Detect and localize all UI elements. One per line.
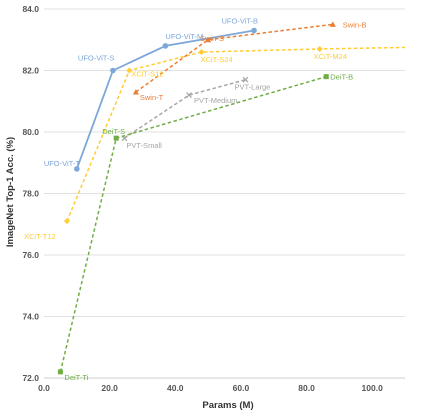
point-ufo-vit-b bbox=[251, 27, 257, 34]
x-tick-label-100-0: 100.0 bbox=[362, 383, 384, 393]
series-line-xcit bbox=[66, 46, 406, 222]
series-line-ufo-vit bbox=[75, 29, 255, 170]
y-tick-label-78-0: 78.0 bbox=[22, 189, 39, 199]
y-tick-label-80-0: 80.0 bbox=[22, 127, 39, 137]
point-label-swin-b: Swin-B bbox=[343, 20, 367, 29]
y-axis-title: ImageNet Top-1 Acc. (%) bbox=[5, 137, 16, 247]
point-ufo-vit-t bbox=[74, 166, 80, 172]
point-label-xcit-s24: XCiT-S24 bbox=[201, 55, 233, 64]
series-layer bbox=[57, 21, 406, 375]
point-label-deit-b: DeiT-B bbox=[330, 73, 353, 82]
labels-layer: UFO-ViT-T UFO-ViT-S UFO-ViT-M UFO-ViT-B XCiT… bbox=[24, 17, 367, 382]
point-deit-ti bbox=[57, 369, 63, 375]
x-tick-label-0-0: 0.0 bbox=[38, 383, 50, 393]
series-deit bbox=[57, 74, 329, 375]
point-xcit-s24 bbox=[198, 49, 205, 56]
axes: 72.0 74.0 76.0 78.0 80.0 82.0 84.0 0.0 20.0 40.0 6… bbox=[22, 4, 383, 393]
point-deit-s bbox=[113, 135, 119, 141]
series-xcit bbox=[63, 45, 406, 225]
point-deit-b bbox=[323, 74, 329, 80]
point-xcit-t12 bbox=[63, 218, 70, 225]
point-xcit-m24 bbox=[316, 45, 323, 52]
point-label-ufo-vit-m: UFO-ViT-M bbox=[165, 32, 203, 41]
point-label-pvt-small: PVT-Small bbox=[126, 141, 162, 150]
point-label-deit-ti: DeiT-Ti bbox=[64, 373, 88, 382]
x-axis-title: Params (M) bbox=[202, 400, 253, 411]
point-label-swin-t: Swin-T bbox=[140, 93, 164, 102]
x-tick-label-20-0: 20.0 bbox=[101, 383, 118, 393]
point-pvt-large bbox=[242, 76, 249, 83]
point-ufo-vit-s bbox=[110, 67, 116, 74]
x-tick-label-40-0: 40.0 bbox=[167, 383, 184, 393]
series-line-pvt bbox=[123, 79, 246, 139]
point-label-ufo-vit-b: UFO-ViT-B bbox=[222, 17, 259, 26]
point-swin-t bbox=[132, 89, 139, 95]
x-tick-label-80-0: 80.0 bbox=[298, 383, 315, 393]
point-swin-s bbox=[205, 36, 212, 43]
series-line-deit bbox=[59, 75, 327, 373]
point-label-pvt-large: PVT-Large bbox=[235, 83, 271, 92]
point-label-ufo-vit-s: UFO-ViT-S bbox=[78, 54, 115, 63]
y-tick-label-76-0: 76.0 bbox=[22, 250, 39, 260]
point-label-xcit-t12: XCiT-T12 bbox=[24, 232, 56, 241]
point-label-swin-s: Swin-S bbox=[200, 34, 224, 43]
y-tick-label-82-0: 82.0 bbox=[22, 66, 39, 76]
point-label-xcit-m24: XCiT-M24 bbox=[314, 52, 347, 61]
y-tick-label-84-0: 84.0 bbox=[22, 4, 39, 14]
point-label-ufo-vit-t: UFO-ViT-T bbox=[44, 159, 81, 168]
point-label-xcit-s12: XCiT-S12 bbox=[131, 70, 163, 79]
point-label-deit-s: DeiT-S bbox=[102, 127, 125, 136]
point-label-pvt-medium: PVT-Medium bbox=[194, 96, 237, 105]
y-tick-label-74-0: 74.0 bbox=[22, 312, 39, 322]
series-swin bbox=[132, 21, 336, 95]
y-tick-label-72-0: 72.0 bbox=[22, 373, 39, 383]
point-pvt-medium bbox=[186, 92, 192, 99]
point-ufo-vit-m bbox=[162, 43, 169, 49]
point-swin-b bbox=[329, 21, 336, 27]
x-tick-label-60-0: 60.0 bbox=[233, 383, 250, 393]
grid bbox=[44, 8, 405, 379]
series-ufo-vit bbox=[74, 27, 257, 172]
point-xcit-s12 bbox=[126, 67, 133, 74]
